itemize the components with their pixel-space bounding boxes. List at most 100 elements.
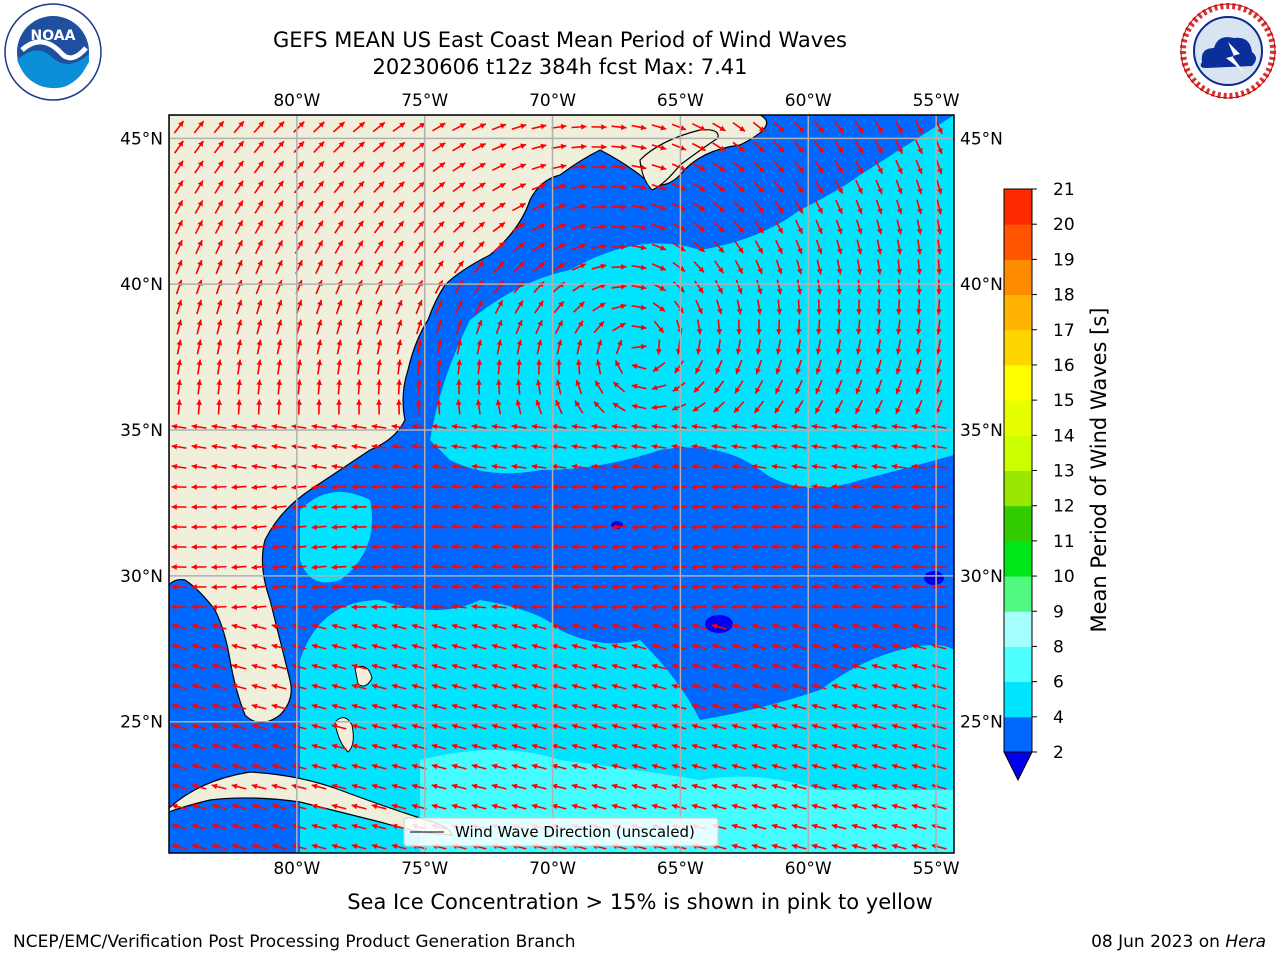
wind-wave-arrow <box>816 259 823 275</box>
wind-wave-arrow <box>771 423 787 430</box>
wind-wave-arrow <box>791 503 807 510</box>
wind-wave-arrow <box>552 262 566 272</box>
wind-wave-arrow <box>455 399 462 415</box>
wind-wave-arrow <box>336 339 343 355</box>
wind-wave-arrow <box>211 763 227 770</box>
wind-wave-arrow <box>776 279 783 295</box>
wind-wave-arrow <box>334 259 344 275</box>
wind-wave-arrow <box>316 339 323 355</box>
wind-wave-arrow <box>851 783 867 790</box>
wind-wave-arrow <box>376 379 383 395</box>
wind-wave-arrow <box>351 643 367 650</box>
wind-wave-arrow <box>351 584 367 590</box>
wind-wave-arrow <box>871 843 887 850</box>
wind-wave-arrow <box>371 683 387 690</box>
wind-wave-arrow <box>671 623 687 630</box>
wind-wave-arrow <box>176 359 183 375</box>
wind-wave-arrow <box>296 359 303 375</box>
wind-wave-arrow <box>651 243 667 251</box>
wind-wave-arrow <box>773 141 785 153</box>
wind-wave-arrow <box>911 604 927 610</box>
wind-wave-arrow <box>775 359 783 375</box>
wind-wave-arrow <box>651 124 667 131</box>
wind-wave-arrow <box>611 463 627 470</box>
wind-wave-arrow <box>791 743 807 750</box>
wind-wave-arrow <box>276 399 282 415</box>
wind-wave-arrow <box>831 823 847 830</box>
wind-wave-arrow <box>571 683 587 690</box>
wind-wave-arrow <box>476 359 483 375</box>
wind-wave-arrow <box>171 743 187 750</box>
wind-wave-arrow <box>191 623 207 630</box>
wind-wave-arrow <box>936 239 943 255</box>
wind-wave-arrow <box>911 443 927 450</box>
wind-wave-arrow <box>491 683 507 690</box>
wind-wave-arrow <box>671 703 687 710</box>
wind-wave-arrow <box>311 584 327 591</box>
wind-wave-arrow <box>871 783 887 790</box>
wind-wave-arrow <box>211 564 227 570</box>
wind-wave-arrow <box>891 523 907 530</box>
wind-wave-arrow <box>874 140 884 154</box>
wind-wave-arrow <box>731 723 747 730</box>
wind-wave-arrow <box>591 203 607 210</box>
wind-wave-arrow <box>814 160 824 174</box>
wind-wave-arrow <box>671 803 687 810</box>
wind-wave-arrow <box>451 723 467 730</box>
colorbar-segment <box>1004 646 1032 683</box>
wind-wave-arrow <box>194 180 204 194</box>
wind-wave-arrow <box>171 504 187 510</box>
wind-wave-arrow <box>231 743 247 750</box>
wind-wave-arrow <box>611 584 627 591</box>
wind-wave-arrow <box>936 279 942 295</box>
wind-wave-arrow <box>871 503 887 510</box>
wind-wave-arrow <box>511 723 527 730</box>
wind-wave-arrow <box>215 259 223 275</box>
lat-tick-label-right: 40°N <box>960 275 1003 295</box>
wind-wave-arrow <box>233 140 245 154</box>
wind-wave-arrow <box>271 564 287 571</box>
legend-label: Wind Wave Direction (unscaled) <box>455 823 695 841</box>
wind-wave-arrow <box>472 182 486 192</box>
wind-wave-arrow <box>596 339 603 355</box>
wind-wave-arrow <box>894 120 904 134</box>
wind-wave-arrow <box>191 743 207 750</box>
wind-wave-arrow <box>171 643 187 650</box>
wind-wave-arrow <box>693 260 705 274</box>
wind-wave-arrow <box>816 279 823 295</box>
wind-wave-arrow <box>891 723 907 730</box>
wind-wave-arrow <box>211 663 227 670</box>
wind-wave-arrow <box>871 423 887 430</box>
wind-wave-arrow <box>911 763 927 770</box>
wind-wave-arrow <box>713 240 725 254</box>
wind-wave-arrow <box>876 279 883 295</box>
wind-wave-arrow <box>451 483 467 490</box>
wind-wave-arrow <box>834 160 844 174</box>
wind-wave-arrow <box>711 584 727 590</box>
wind-wave-arrow <box>831 643 847 650</box>
wind-wave-arrow <box>291 443 307 450</box>
wind-wave-arrow <box>256 339 263 355</box>
wind-wave-arrow <box>555 379 562 395</box>
colorbar-segment <box>1004 259 1032 296</box>
wind-wave-arrow <box>652 361 666 373</box>
wind-wave-arrow <box>671 743 687 750</box>
wind-wave-arrow <box>911 663 927 670</box>
wind-wave-arrow <box>571 783 587 790</box>
wind-wave-arrow <box>794 219 804 235</box>
wind-wave-arrow <box>671 463 687 470</box>
wind-wave-arrow <box>715 359 723 375</box>
wind-wave-arrow <box>311 763 327 770</box>
wind-wave-arrow <box>333 180 345 194</box>
wind-wave-arrow <box>251 564 267 571</box>
wind-wave-arrow <box>733 201 745 213</box>
wind-wave-arrow <box>751 643 767 650</box>
wind-wave-arrow <box>491 463 507 470</box>
wind-wave-arrow <box>631 803 647 810</box>
wind-wave-arrow <box>491 663 507 670</box>
wind-wave-arrow <box>911 544 927 550</box>
wind-wave-arrow <box>594 380 604 394</box>
wind-wave-arrow <box>171 663 187 670</box>
wind-wave-arrow <box>771 484 787 490</box>
wind-wave-arrow <box>712 162 726 172</box>
